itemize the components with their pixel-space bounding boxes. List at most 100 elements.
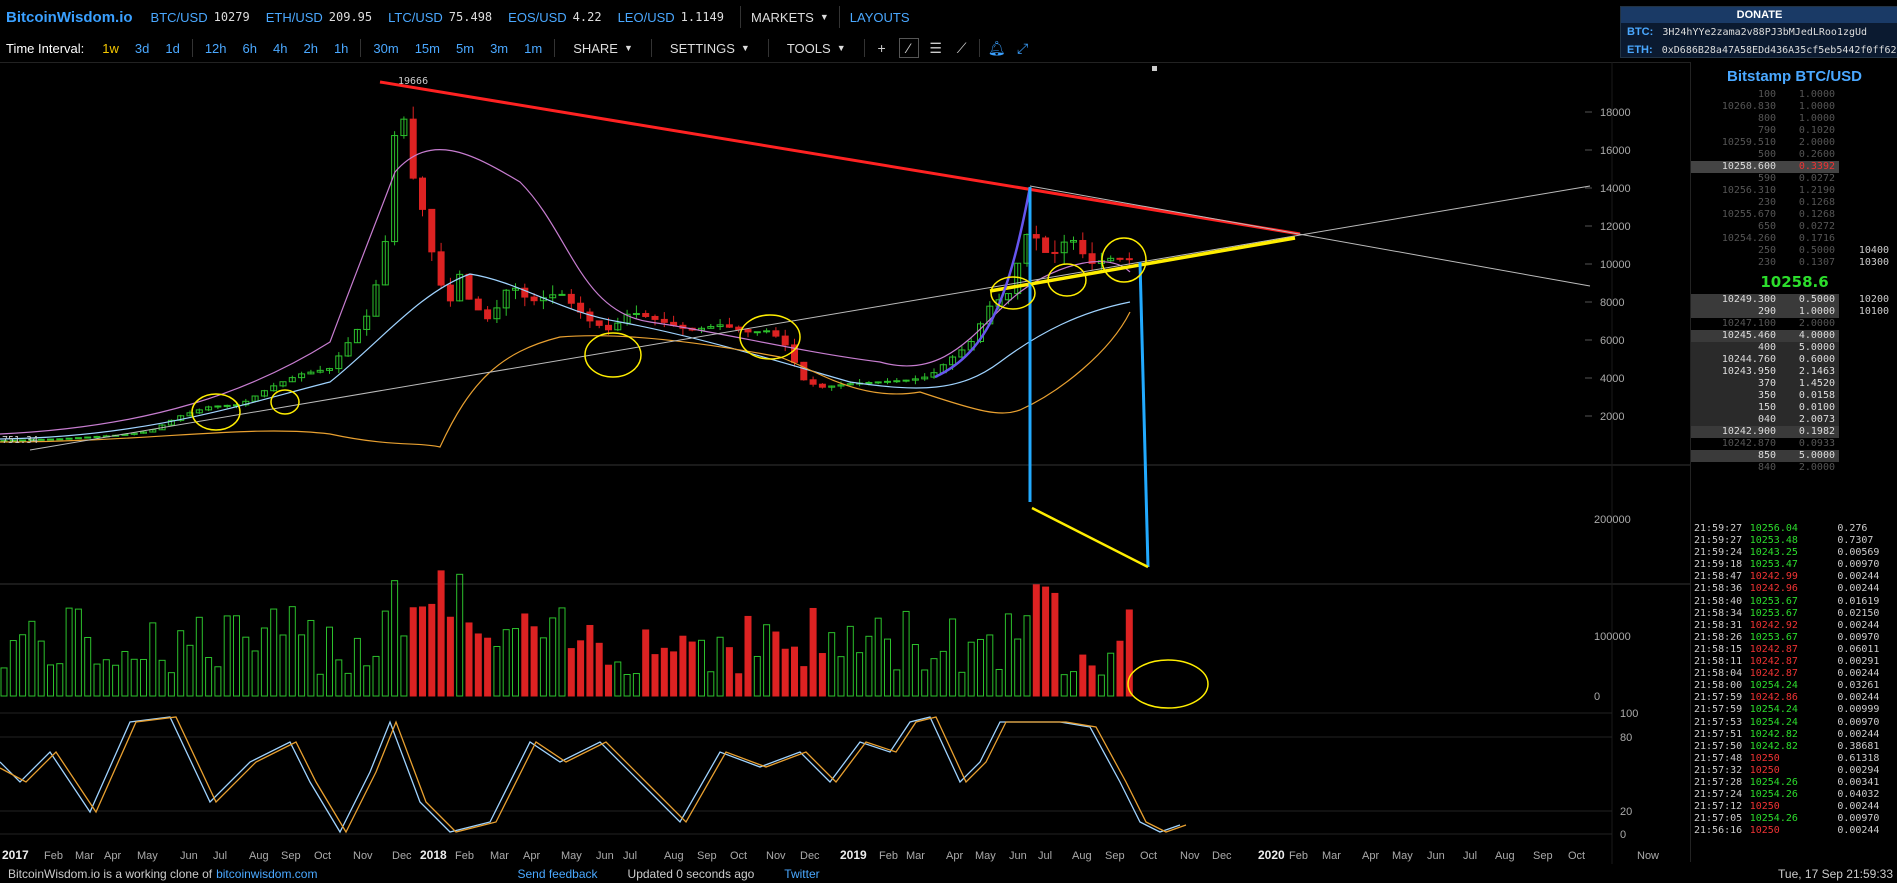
donate-title[interactable]: DONATE	[1621, 7, 1897, 23]
trade-row: 21:58:40 10253.67 0.01619	[1690, 596, 1897, 608]
ticker-ltc-usd[interactable]: LTC/USD 75.498	[388, 10, 492, 25]
candle-body	[65, 437, 73, 440]
share-menu[interactable]: SHARE ▼	[559, 41, 647, 56]
ask-row[interactable]: 10260.830 1.0000	[1691, 101, 1897, 113]
bid-row[interactable]: 350 0.0158	[1691, 390, 1897, 402]
interval-2h[interactable]: 2h	[303, 40, 318, 56]
interval-30m[interactable]: 30m	[373, 40, 399, 56]
volume-bar	[837, 656, 845, 697]
ticker-eth-usd[interactable]: ETH/USD 209.95	[266, 10, 372, 25]
feedback-link[interactable]: Send feedback	[517, 866, 598, 881]
x-axis-label: 2020	[1258, 848, 1285, 862]
settings-menu[interactable]: SETTINGS ▼	[656, 41, 764, 56]
peak-price-label: 19666	[398, 76, 428, 87]
bid-amount: 5.0000	[1780, 342, 1839, 354]
volume-bar	[223, 615, 231, 697]
markets-menu[interactable]: MARKETS ▼	[740, 6, 839, 28]
ask-row[interactable]: 500 0.2600	[1691, 149, 1897, 161]
clone-link[interactable]: bitcoinwisdom.com	[216, 866, 318, 881]
volume-bar	[921, 669, 929, 697]
trade-price: 10254.26	[1749, 813, 1798, 825]
orderbook-scale-label	[1839, 89, 1889, 101]
bid-row[interactable]: 840 2.0000	[1691, 462, 1897, 474]
ask-row[interactable]: 230 0.1268	[1691, 197, 1897, 209]
layouts-link[interactable]: LAYOUTS	[838, 6, 920, 28]
volume-bar	[186, 644, 194, 697]
bid-row[interactable]: 10242.870 0.0933	[1691, 438, 1897, 450]
x-axis-label: Dec	[800, 850, 820, 862]
trade-row: 21:59:24 10243.25 0.00569	[1690, 547, 1897, 559]
crosshair-icon[interactable]: +	[877, 40, 886, 56]
ticker-leo-usd[interactable]: LEO/USD 1.1149	[618, 10, 724, 25]
fullscreen-icon[interactable]: ⤢	[1017, 39, 1029, 56]
bid-row[interactable]: 10249.300 0.5000 10200	[1691, 294, 1897, 306]
ticker-eos-usd[interactable]: EOS/USD 4.22	[508, 10, 601, 25]
trade-time: 21:56:16	[1694, 825, 1743, 837]
bid-row[interactable]: 150 0.0100	[1691, 402, 1897, 414]
interval-1d[interactable]: 1d	[165, 40, 180, 56]
volume-bar	[698, 639, 705, 697]
interval-4h[interactable]: 4h	[273, 40, 288, 56]
btc-address[interactable]: 3H24hYYe2zama2v88PJ3bMJedLRoo1zgUd	[1662, 27, 1868, 38]
interval-5m[interactable]: 5m	[456, 40, 475, 56]
ask-row[interactable]: 10256.310 1.2190	[1691, 185, 1897, 197]
price-chart[interactable]: 1800016000140001200010000800060004000200…	[0, 62, 1690, 864]
bid-row[interactable]: 040 2.0073	[1691, 414, 1897, 426]
ask-row[interactable]: 10255.670 0.1268	[1691, 209, 1897, 221]
bid-row[interactable]: 10244.760 0.6000	[1691, 354, 1897, 366]
candle-body	[1088, 253, 1096, 264]
ask-row[interactable]: 10258.600 0.3392	[1691, 161, 1897, 173]
ask-row[interactable]: 790 0.1020	[1691, 125, 1897, 137]
trade-amount: 0.01619	[1837, 595, 1880, 607]
bid-row[interactable]: 10245.460 4.0000	[1691, 330, 1897, 342]
bid-row[interactable]: 290 1.0000 10100	[1691, 306, 1897, 318]
interval-6h[interactable]: 6h	[242, 40, 257, 56]
bid-row[interactable]: 370 1.4520	[1691, 378, 1897, 390]
eth-address[interactable]: 0xD686B28a47A58EDd436A35cf5eb5442f0ff624	[1661, 45, 1897, 56]
bid-row[interactable]: 10242.900 0.1982	[1691, 426, 1897, 438]
interval-12h[interactable]: 12h	[204, 40, 227, 56]
orderbook-scale-label	[1839, 221, 1889, 233]
horizontal-lines-icon[interactable]: ☰	[929, 39, 942, 56]
trade-amount: 0.00244	[1837, 619, 1880, 631]
alarm-icon[interactable]: 🔔︎	[987, 39, 1006, 56]
bid-row[interactable]: 10243.950 2.1463	[1691, 366, 1897, 378]
interval-3d[interactable]: 3d	[134, 40, 150, 56]
tools-menu[interactable]: TOOLS ▼	[773, 41, 860, 56]
volume-bar	[493, 645, 501, 697]
fan-lines-icon[interactable]: ⟋	[956, 39, 967, 56]
ask-price: 230	[1757, 197, 1776, 208]
marker-dot	[1152, 66, 1157, 71]
ask-row[interactable]: 800 1.0000	[1691, 113, 1897, 125]
candle-body	[381, 241, 389, 286]
volume-bar	[958, 671, 966, 697]
ask-row[interactable]: 590 0.0272	[1691, 173, 1897, 185]
ask-row[interactable]: 10259.510 2.0000	[1691, 137, 1897, 149]
interval-1w[interactable]: 1w	[102, 40, 119, 56]
ask-row[interactable]: 230 0.1307 10300	[1691, 257, 1897, 269]
candle-body	[865, 382, 873, 385]
twitter-link[interactable]: Twitter	[784, 866, 820, 881]
ask-row[interactable]: 100 1.0000	[1691, 89, 1897, 101]
bid-row[interactable]: 10247.100 2.0000	[1691, 318, 1897, 330]
volume-bar	[1107, 652, 1115, 697]
x-axis-label: Dec	[392, 850, 412, 862]
ask-row[interactable]: 10254.260 0.1716	[1691, 233, 1897, 245]
candle-body	[9, 439, 17, 442]
interval-1m[interactable]: 1m	[524, 40, 543, 56]
bid-row[interactable]: 850 5.0000	[1691, 450, 1897, 462]
interval-3m[interactable]: 3m	[490, 40, 509, 56]
ask-row[interactable]: 250 0.5000 10400	[1691, 245, 1897, 257]
brand-logo[interactable]: BitcoinWisdom.io	[6, 8, 133, 26]
trade-history: 21:59:27 10256.04 0.276 21:59:27 10253.48 0.7…	[1690, 523, 1897, 837]
candle-body	[344, 342, 352, 357]
interval-1h[interactable]: 1h	[333, 40, 349, 56]
volume-bar	[167, 672, 175, 697]
interval-15m[interactable]: 15m	[414, 40, 440, 56]
bid-row[interactable]: 400 5.0000	[1691, 342, 1897, 354]
ask-row[interactable]: 650 0.0272	[1691, 221, 1897, 233]
trade-time: 21:58:34	[1694, 607, 1743, 619]
ticker-btc-usd[interactable]: BTC/USD 10279	[151, 10, 250, 25]
line-draw-icon[interactable]: ⁄	[898, 38, 919, 58]
ask-amount: 0.0272	[1798, 173, 1835, 184]
